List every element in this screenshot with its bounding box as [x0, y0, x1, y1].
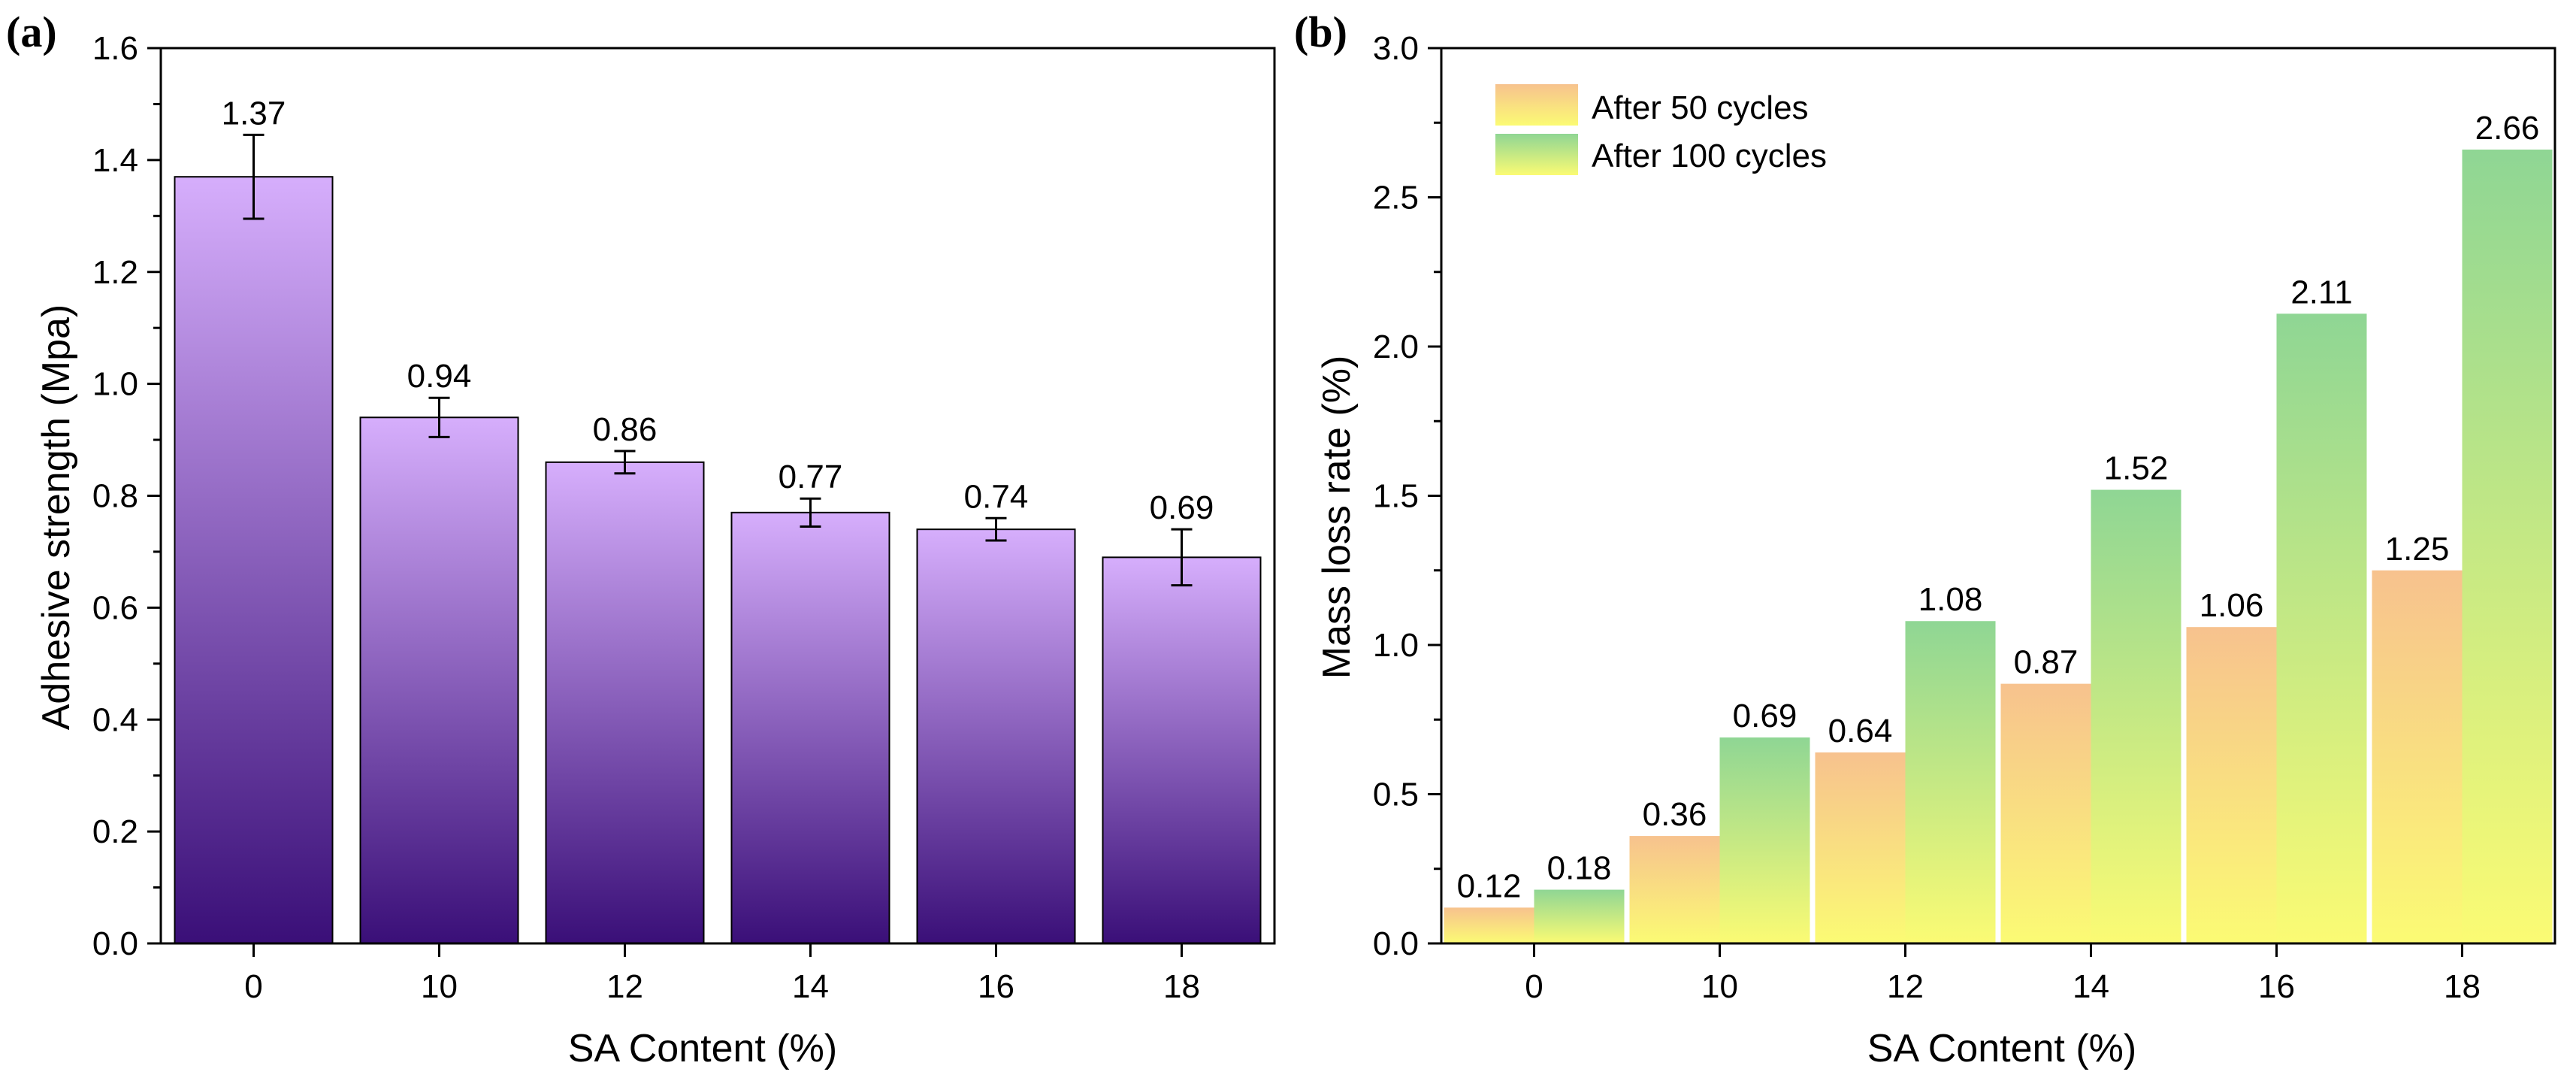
panel-a-bar	[545, 461, 705, 944]
panel-a-bar	[174, 176, 334, 945]
panel-b-y-tick-label: 2.5	[1373, 180, 1419, 216]
panel-a-x-tick-label: 18	[1163, 968, 1200, 1005]
panel-b-bar-50-cycles	[1815, 752, 1906, 943]
legend-label-100-cycles: After 100 cycles	[1592, 138, 1827, 174]
panel-b: (b) Mass loss rate (%) SA Content (%) 0.…	[1294, 8, 2556, 1070]
panel-b-x-tick-label: 12	[1887, 968, 1924, 1005]
panel-b-data-label-100-cycles: 0.18	[1547, 850, 1612, 887]
panel-b-bar-100-cycles	[1534, 889, 1625, 943]
panel-a-y-tick-label: 0.4	[92, 701, 138, 738]
panel-a-data-label: 0.94	[407, 358, 472, 395]
panel-b-x-tick-label: 0	[1525, 968, 1543, 1005]
panel-b-bar-100-cycles	[2276, 313, 2367, 944]
panel-b-bar-50-cycles	[1444, 907, 1534, 943]
panel-b-x-tick-label: 10	[1701, 968, 1738, 1005]
panel-b-y-tick-label: 1.0	[1373, 627, 1419, 664]
panel-a-y-tick-label: 0.8	[92, 478, 138, 515]
panel-b-data-label-50-cycles: 0.12	[1457, 867, 1522, 904]
panel-b-x-tick-label: 18	[2444, 968, 2481, 1005]
legend-swatch-50-cycles	[1495, 84, 1578, 126]
panel-a-bar	[1102, 556, 1262, 944]
panel-a-y-tick-label: 0.6	[92, 589, 138, 626]
panel-a-y-tick-label: 1.6	[92, 30, 138, 67]
panel-a-x-tick-label: 16	[978, 968, 1014, 1005]
panel-b-data-label-100-cycles: 0.69	[1733, 698, 1797, 734]
panel-b-y-axis-title: Mass loss rate (%)	[1315, 356, 1359, 680]
panel-a-x-axis-title: SA Content (%)	[568, 1027, 837, 1070]
panel-b-bar-100-cycles	[1905, 621, 1996, 943]
panel-b-data-label-50-cycles: 1.25	[2385, 531, 2450, 568]
panel-a-label: (a)	[6, 8, 57, 56]
panel-b-y-tick-label: 3.0	[1373, 30, 1419, 67]
panel-a-frame	[159, 47, 1276, 945]
panel-a: (a) Adhesive strength (Mpa) SA Content (…	[6, 8, 1276, 1070]
panel-a-data-label: 0.69	[1150, 489, 1214, 526]
panel-a-plot: 0.0 0.2 0.4 0.6 0.8 1.0 1.2 1.4 1.6 1.37 0 0.94 10 0.…	[92, 30, 1262, 1005]
panel-b-label: (b)	[1294, 8, 1347, 56]
panel-b-bar-50-cycles	[2000, 683, 2091, 943]
panel-b-bar-50-cycles	[1629, 836, 1720, 943]
panel-a-x-tick-label: 0	[244, 968, 262, 1005]
panel-a-data-label: 0.77	[779, 459, 843, 495]
panel-a-x-tick-label: 12	[606, 968, 643, 1005]
panel-b-data-label-100-cycles: 2.11	[2290, 274, 2352, 310]
panel-b-frame	[1440, 47, 2556, 945]
panel-b-y-tick-label: 0.5	[1373, 777, 1419, 813]
panel-b-data-label-50-cycles: 1.06	[2200, 587, 2264, 624]
panel-a-y-axis-title: Adhesive strength (Mpa)	[35, 304, 78, 731]
panel-b-data-label-100-cycles: 1.52	[2104, 450, 2169, 487]
panel-a-y-tick-label: 1.4	[92, 142, 138, 179]
panel-a-y-tick-label: 0.2	[92, 813, 138, 850]
panel-b-x-tick-label: 14	[2073, 968, 2109, 1005]
panel-a-bar	[730, 511, 890, 944]
panel-b-bar-100-cycles	[2091, 489, 2181, 943]
panel-b-data-label-100-cycles: 2.66	[2475, 110, 2540, 147]
panel-b-plot: 0.0 0.5 1.0 1.5 2.0 2.5 3.0 0.12 0.18 0 0.36 0.69 10…	[1373, 30, 2553, 1005]
panel-a-y-tick-label: 0.0	[92, 925, 138, 962]
panel-a-x-tick-label: 14	[792, 968, 829, 1005]
panel-a-data-label: 0.86	[593, 411, 658, 448]
panel-b-data-label-50-cycles: 0.64	[1828, 713, 1893, 749]
legend: After 50 cycles After 100 cycles	[1495, 84, 1827, 175]
legend-swatch-100-cycles	[1495, 134, 1578, 175]
panel-a-y-tick-label: 1.0	[92, 366, 138, 403]
panel-b-bar-100-cycles	[1719, 737, 1810, 943]
panel-b-data-label-50-cycles: 0.36	[1643, 796, 1707, 833]
panel-b-data-label-100-cycles: 1.08	[1918, 581, 1983, 618]
panel-b-bar-100-cycles	[2462, 149, 2553, 944]
panel-b-y-tick-label: 2.0	[1373, 329, 1419, 365]
panel-a-bar	[359, 416, 519, 944]
panel-b-x-axis-title: SA Content (%)	[1867, 1027, 2136, 1070]
panel-a-data-label: 0.74	[964, 478, 1029, 515]
panel-b-y-tick-label: 1.5	[1373, 478, 1419, 515]
panel-a-data-label: 1.37	[222, 95, 286, 132]
panel-a-bar	[916, 528, 1076, 944]
panel-a-y-tick-label: 1.2	[92, 254, 138, 291]
panel-b-x-tick-label: 16	[2258, 968, 2295, 1005]
panel-b-y-tick-label: 0.0	[1373, 925, 1419, 962]
legend-label-50-cycles: After 50 cycles	[1592, 89, 1809, 126]
panel-b-bar-50-cycles	[2186, 627, 2277, 943]
panel-b-data-label-50-cycles: 0.87	[2014, 644, 2079, 681]
panel-a-x-tick-label: 10	[421, 968, 458, 1005]
panel-b-bar-50-cycles	[2372, 570, 2463, 943]
